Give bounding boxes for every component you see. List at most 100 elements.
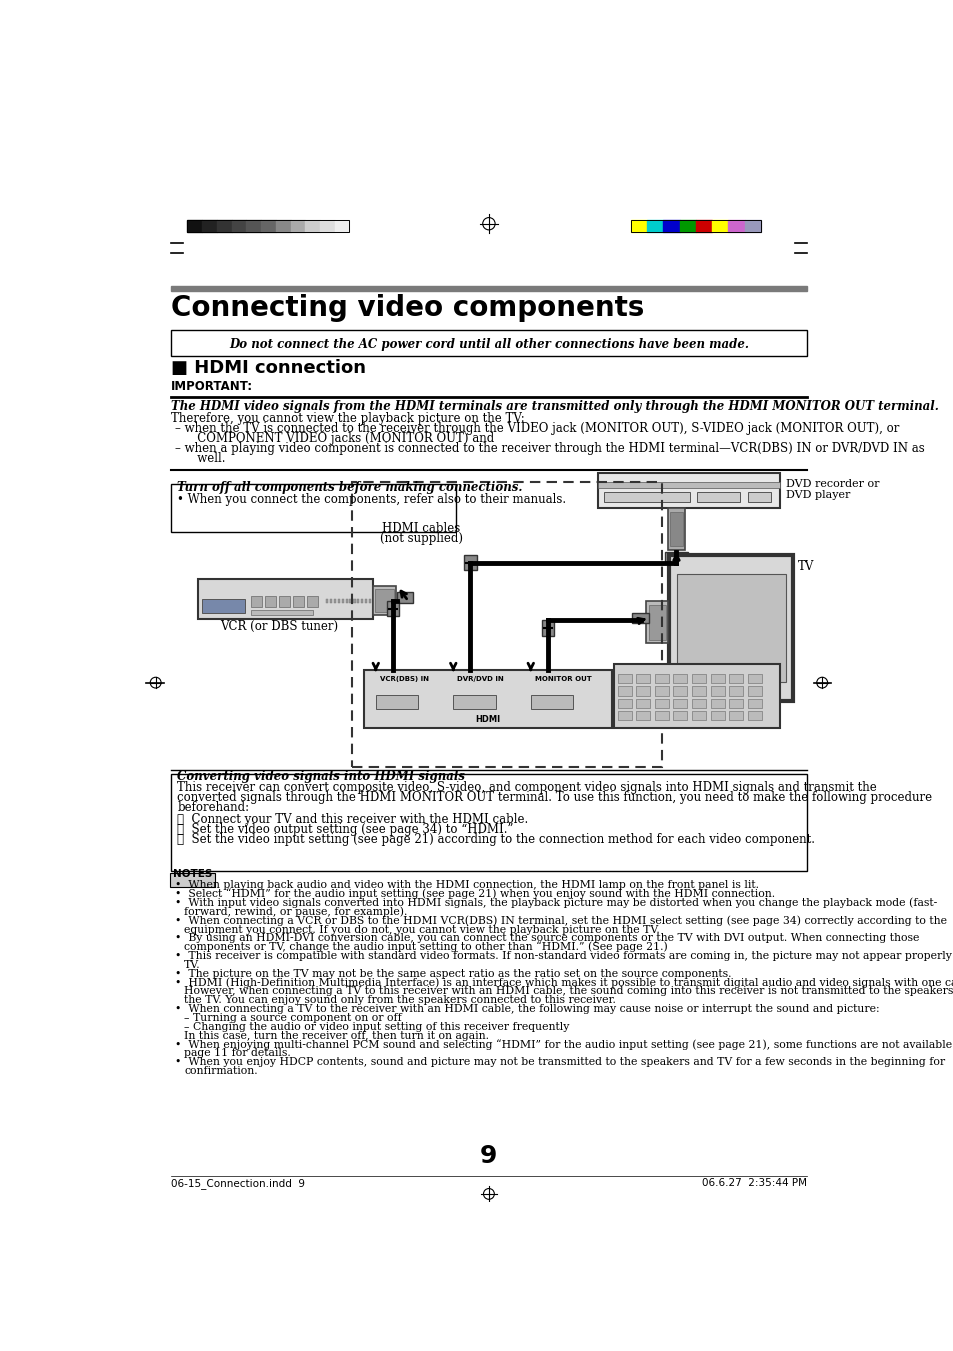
Text: ■ HDMI connection: ■ HDMI connection: [171, 359, 366, 377]
Bar: [654, 674, 668, 684]
Bar: [291, 220, 305, 232]
Bar: [598, 473, 780, 508]
Text: DVD recorder or: DVD recorder or: [785, 480, 879, 489]
Bar: [711, 713, 750, 723]
Bar: [747, 674, 760, 684]
Bar: [747, 698, 760, 708]
Bar: [636, 674, 649, 684]
Bar: [261, 220, 275, 232]
Text: •  When you enjoy HDCP contents, sound and picture may not be transmitted to the: • When you enjoy HDCP contents, sound an…: [174, 1058, 944, 1067]
FancyBboxPatch shape: [171, 484, 456, 532]
Text: COMPONENT VIDEO jacks (MONITOR OUT) and: COMPONENT VIDEO jacks (MONITOR OUT) and: [186, 431, 494, 444]
Bar: [202, 220, 216, 232]
Text: VCR (or DBS tuner): VCR (or DBS tuner): [220, 620, 337, 634]
Bar: [604, 493, 689, 501]
Bar: [670, 512, 682, 546]
Bar: [654, 686, 668, 696]
Bar: [397, 592, 413, 603]
Bar: [187, 220, 202, 232]
Bar: [335, 220, 349, 232]
Text: •  Select “HDMI” for the audio input setting (see page 21) when you enjoy sound : • Select “HDMI” for the audio input sett…: [174, 889, 775, 898]
Text: – when the TV is connected to the receiver through the VIDEO jack (MONITOR OUT),: – when the TV is connected to the receiv…: [174, 423, 899, 435]
Bar: [356, 598, 359, 603]
Bar: [646, 220, 662, 232]
Bar: [275, 220, 291, 232]
Bar: [747, 686, 760, 696]
Text: HDMI cables: HDMI cables: [382, 521, 460, 535]
Bar: [353, 598, 355, 603]
Bar: [662, 220, 679, 232]
Text: components or TV, change the audio input setting to other than “HDMI.” (See page: components or TV, change the audio input…: [184, 942, 667, 952]
FancyBboxPatch shape: [171, 873, 214, 886]
Text: ②  Set the video output setting (see page 34) to “HDMI.”: ② Set the video output setting (see page…: [177, 823, 514, 836]
Bar: [369, 598, 371, 603]
Bar: [232, 220, 246, 232]
Text: This receiver can convert composite video, S-video, and component video signals : This receiver can convert composite vide…: [177, 781, 876, 794]
Bar: [541, 620, 554, 636]
Bar: [598, 482, 780, 488]
Bar: [673, 674, 686, 684]
Bar: [673, 698, 686, 708]
Text: •  When connecting a VCR or DBS to the HDMI VCR(DBS) IN terminal, set the HDMI s: • When connecting a VCR or DBS to the HD…: [174, 915, 946, 925]
Text: Therefore, you cannot view the playback picture on the TV:: Therefore, you cannot view the playback …: [171, 412, 524, 424]
Text: converted signals through the HDMI MONITOR OUT terminal. To use this function, y: converted signals through the HDMI MONIT…: [177, 792, 931, 804]
Text: ①  Connect your TV and this receiver with the HDMI cable.: ① Connect your TV and this receiver with…: [177, 813, 528, 825]
Text: MONITOR OUT: MONITOR OUT: [534, 676, 591, 682]
Bar: [636, 698, 649, 708]
Text: the TV. You can enjoy sound only from the speakers connected to this receiver.: the TV. You can enjoy sound only from th…: [184, 996, 616, 1005]
Text: •  By using an HDMI-DVI conversion cable, you can connect the source components : • By using an HDMI-DVI conversion cable,…: [174, 934, 919, 943]
Bar: [319, 220, 335, 232]
Text: – when a playing video component is connected to the receiver through the HDMI t: – when a playing video component is conn…: [174, 442, 923, 455]
Bar: [630, 220, 646, 232]
Bar: [187, 220, 349, 232]
Text: – Turning a source component on or off: – Turning a source component on or off: [184, 1013, 401, 1023]
Text: Converting video signals into HDMI signals: Converting video signals into HDMI signa…: [177, 770, 465, 784]
Text: beforehand:: beforehand:: [177, 801, 250, 815]
Bar: [728, 711, 742, 720]
Bar: [673, 711, 686, 720]
Bar: [632, 612, 649, 623]
Bar: [728, 220, 744, 232]
Bar: [251, 596, 261, 607]
Bar: [305, 220, 319, 232]
Bar: [307, 596, 317, 607]
Text: • When you connect the components, refer also to their manuals.: • When you connect the components, refer…: [177, 493, 566, 507]
Text: Do not connect the AC power cord until all other connections have been made.: Do not connect the AC power cord until a…: [229, 338, 748, 351]
Text: HDMI: HDMI: [476, 715, 500, 724]
Bar: [349, 598, 352, 603]
Bar: [747, 493, 770, 501]
Bar: [677, 574, 785, 682]
Bar: [691, 686, 705, 696]
Bar: [386, 601, 398, 616]
Bar: [334, 598, 335, 603]
Bar: [171, 286, 806, 292]
Bar: [710, 711, 723, 720]
Bar: [617, 698, 631, 708]
Text: The HDMI video signals from the HDMI terminals are transmitted only through the : The HDMI video signals from the HDMI ter…: [171, 400, 938, 413]
Text: DVR/DVD IN: DVR/DVD IN: [456, 676, 503, 682]
Bar: [337, 598, 340, 603]
Bar: [345, 598, 348, 603]
Text: VCR(DBS) IN: VCR(DBS) IN: [379, 676, 428, 682]
Text: Turn off all components before making connections.: Turn off all components before making co…: [177, 481, 522, 494]
Bar: [747, 711, 760, 720]
Bar: [710, 686, 723, 696]
FancyBboxPatch shape: [171, 330, 806, 357]
Bar: [373, 585, 395, 615]
Bar: [278, 596, 290, 607]
Text: Connecting video components: Connecting video components: [171, 295, 644, 322]
Bar: [673, 686, 686, 696]
Text: •  With input video signals converted into HDMI signals, the playback picture ma: • With input video signals converted int…: [174, 897, 936, 908]
FancyBboxPatch shape: [171, 774, 806, 870]
Bar: [613, 665, 780, 728]
Bar: [636, 711, 649, 720]
Bar: [202, 600, 245, 613]
Bar: [654, 711, 668, 720]
Bar: [654, 698, 668, 708]
Bar: [691, 674, 705, 684]
Bar: [453, 694, 496, 709]
Text: (not supplied): (not supplied): [379, 532, 462, 546]
Bar: [360, 598, 363, 603]
Text: forward, rewind, or pause, for example).: forward, rewind, or pause, for example).: [184, 907, 407, 917]
Text: However, when connecting a TV to this receiver with an HDMI cable, the sound com: However, when connecting a TV to this re…: [184, 986, 953, 997]
